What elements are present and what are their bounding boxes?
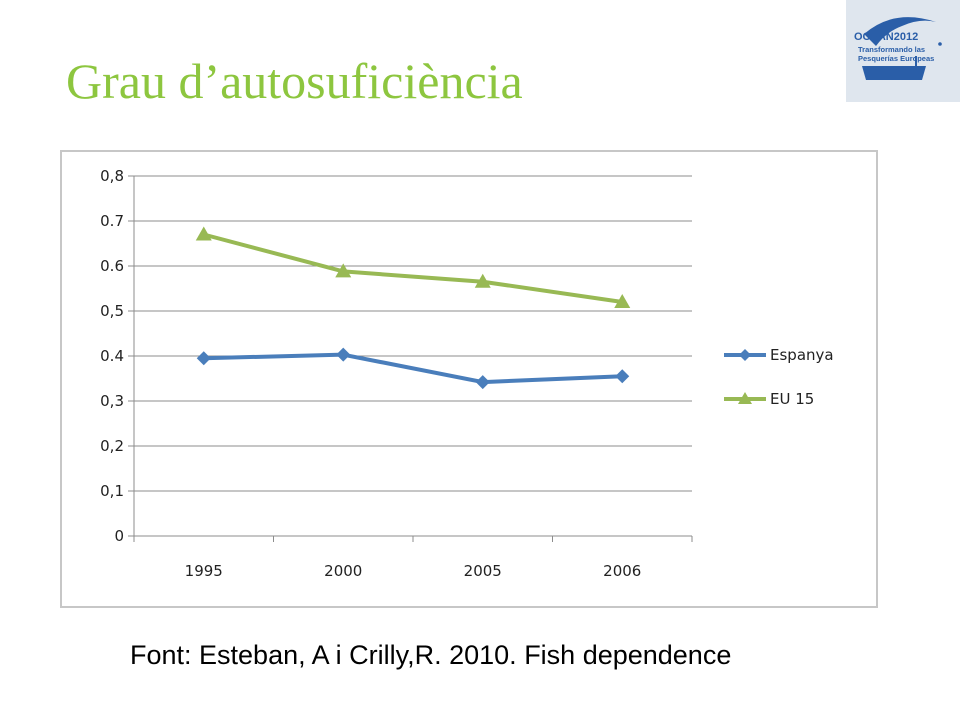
ocean2012-logo-graphic: OCEAN2012 Transformando las Pesquerías E… [854, 17, 942, 80]
chart-y-tick-labels: 0 0,1 0,2 0,3 0.4 0,5 0.6 0.7 0,8 [100, 167, 124, 545]
y-tick-label: 0.6 [100, 257, 124, 275]
logo-dot-icon [938, 42, 942, 46]
data-point [475, 375, 490, 390]
x-tick-label: 2000 [324, 562, 362, 580]
y-tick-label: 0,1 [100, 482, 124, 500]
y-tick-label: 0.4 [100, 347, 124, 365]
y-tick-label: 0,8 [100, 167, 124, 185]
data-point [196, 351, 211, 366]
logo-brand-text: OCEAN2012 [854, 31, 918, 43]
data-point [336, 347, 351, 362]
logo-line2: Pesquerías Europeas [858, 54, 934, 63]
slide-title: Grau d’autosuficiència [66, 53, 523, 109]
y-tick-label: 0,2 [100, 437, 124, 455]
logo-wave-icon [864, 17, 936, 46]
legend-marker [738, 392, 752, 404]
x-tick-label: 2006 [603, 562, 641, 580]
series-line [203, 352, 623, 385]
data-point [614, 294, 631, 308]
legend-label: Espanya [770, 346, 834, 364]
y-tick-label: 0,5 [100, 302, 124, 320]
data-point [195, 226, 212, 241]
legend-marker [739, 349, 751, 361]
x-tick-label: 2005 [464, 562, 502, 580]
logo-line1: Transformando las [858, 45, 925, 54]
x-tick-label: 1995 [185, 562, 223, 580]
data-point [474, 273, 491, 288]
chart-legend: Espanya EU 15 [724, 346, 834, 408]
ocean2012-logo: OCEAN2012 Transformando las Pesquerías E… [846, 0, 960, 102]
y-tick-label: 0,3 [100, 392, 124, 410]
chart-x-tick-labels: 1995 2000 2005 2006 [185, 562, 642, 580]
chart-frame: 0 0,1 0,2 0,3 0.4 0,5 0.6 0.7 0,8 1995 2000 2005 20… [60, 150, 878, 608]
legend-label: EU 15 [770, 390, 814, 408]
chart-series [195, 226, 631, 390]
y-tick-label: 0 [114, 527, 124, 545]
series-line [203, 232, 623, 304]
series-espanya [196, 347, 630, 390]
source-citation: Font: Esteban, A i Crilly,R. 2010. Fish … [130, 640, 732, 670]
data-point [335, 263, 352, 278]
data-point [615, 369, 630, 384]
y-tick-label: 0.7 [100, 212, 124, 230]
line-chart: 0 0,1 0,2 0,3 0.4 0,5 0.6 0.7 0,8 1995 2000 2005 20… [100, 167, 834, 580]
logo-boat-icon [862, 66, 926, 80]
series-eu-15 [195, 226, 631, 308]
